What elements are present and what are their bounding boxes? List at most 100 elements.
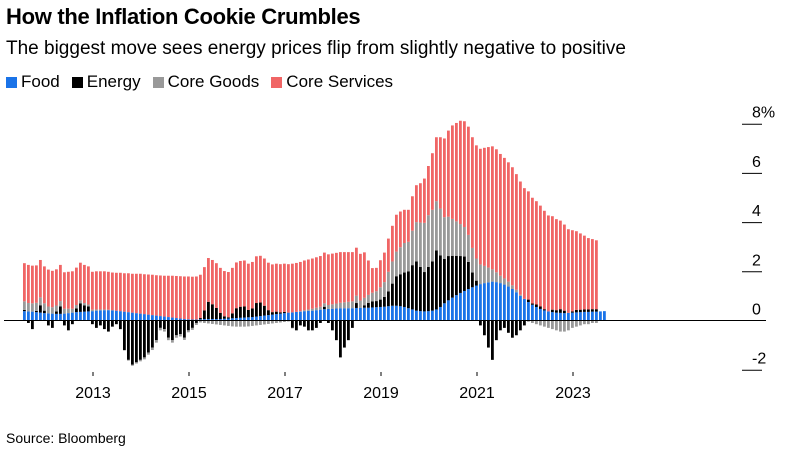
bar-segment-energy xyxy=(471,272,474,288)
bar-segment-food xyxy=(419,311,422,321)
bar-segment-food xyxy=(107,310,110,321)
bar-segment-core-goods xyxy=(587,320,590,325)
bar-segment-energy xyxy=(239,306,242,318)
bar-segment-food xyxy=(223,318,226,321)
bar-segment-core-services xyxy=(571,230,574,312)
bar-segment-food xyxy=(99,310,102,321)
bar-segment-food xyxy=(131,312,134,321)
bar-segment-core-goods xyxy=(243,320,246,327)
bar-segment-energy xyxy=(59,306,62,314)
bar-segment-food xyxy=(39,312,42,321)
source-note: Source: Bloomberg xyxy=(6,430,126,446)
bar-segment-core-goods xyxy=(43,303,46,311)
bar-segment-energy xyxy=(559,309,562,313)
bar-segment-core-services xyxy=(39,259,42,298)
bar-segment-core-goods xyxy=(75,305,78,309)
legend-swatch-core-services xyxy=(271,76,283,88)
bar-segment-food xyxy=(91,311,94,321)
bar-segment-energy xyxy=(311,320,314,331)
x-tick-label: 2013 xyxy=(75,385,111,402)
bar-segment-food xyxy=(511,289,514,321)
bar-segment-core-services xyxy=(339,252,342,303)
bar-segment-food xyxy=(159,316,162,321)
bar-segment-core-goods xyxy=(79,300,82,304)
bar-segment-core-goods xyxy=(271,320,274,324)
bar-segment-food xyxy=(299,311,302,321)
bar-segment-core-goods xyxy=(475,258,478,281)
bar-segment-core-services xyxy=(363,252,366,298)
bar-segment-food xyxy=(439,306,442,321)
bar-segment-core-goods xyxy=(467,234,470,262)
x-tick-label: 2021 xyxy=(459,385,495,402)
bar-segment-core-goods xyxy=(103,309,106,311)
bar-segment-energy xyxy=(131,320,134,365)
bar-segment-core-goods xyxy=(375,291,378,302)
bar-segment-core-goods xyxy=(419,222,422,267)
bar-segment-core-goods xyxy=(203,320,206,323)
bar-segment-core-goods xyxy=(387,271,390,292)
bar-segment-energy xyxy=(431,261,434,311)
bar-segment-core-services xyxy=(259,255,262,303)
bar-segment-food xyxy=(403,306,406,321)
bar-segment-food xyxy=(599,311,602,321)
bar-segment-energy xyxy=(279,312,282,314)
bar-segment-core-services xyxy=(423,178,426,223)
bar-segment-energy xyxy=(479,320,482,326)
bar-segment-food xyxy=(415,310,418,321)
bar-segment-food xyxy=(239,317,242,321)
bar-segment-energy xyxy=(147,320,150,353)
bar-segment-core-services xyxy=(187,276,190,320)
bar-segment-core-services xyxy=(375,267,378,292)
bar-segment-core-services xyxy=(283,263,286,312)
bar-segment-energy xyxy=(367,302,370,308)
bar-segment-energy xyxy=(539,306,542,309)
bar-segment-food xyxy=(519,295,522,321)
bar-segment-core-services xyxy=(539,205,542,307)
bar-segment-food xyxy=(535,306,538,321)
bar-segment-core-goods xyxy=(535,320,538,325)
bar-segment-core-goods xyxy=(51,307,54,314)
bar-segment-energy xyxy=(171,320,174,341)
bar-segment-energy xyxy=(419,266,422,312)
bar-segment-food xyxy=(67,313,70,321)
bar-segment-energy xyxy=(111,320,114,327)
bar-segment-food xyxy=(307,310,310,321)
bar-segment-core-services xyxy=(291,263,294,313)
bar-segment-core-goods xyxy=(211,320,214,324)
bar-segment-core-services xyxy=(519,181,522,295)
bar-segment-core-goods xyxy=(171,340,174,343)
bar-segment-energy xyxy=(271,312,274,315)
bar-segment-core-services xyxy=(443,138,446,218)
bar-segment-core-services xyxy=(147,274,150,315)
bar-segment-food xyxy=(319,309,322,321)
bar-segment-core-goods xyxy=(571,320,574,328)
bar-segment-energy xyxy=(415,261,418,311)
bar-segment-energy xyxy=(91,320,94,325)
bar-segment-core-services xyxy=(67,271,70,309)
bar-segment-core-goods xyxy=(379,287,382,300)
bar-segment-core-goods xyxy=(503,278,506,285)
bar-segment-core-goods xyxy=(435,201,438,251)
bar-segment-food xyxy=(579,312,582,321)
bar-segment-core-goods xyxy=(567,320,570,331)
bar-segment-core-services xyxy=(207,258,210,302)
bar-segment-core-goods xyxy=(87,304,90,307)
bar-segment-energy xyxy=(375,301,378,308)
bar-segment-core-services xyxy=(131,273,134,313)
bar-segment-core-goods xyxy=(391,261,394,284)
bar-segment-energy xyxy=(543,309,546,311)
bar-segment-energy xyxy=(579,309,582,313)
bar-segment-food xyxy=(423,311,426,321)
bar-segment-core-goods xyxy=(407,241,410,272)
bar-segment-core-services xyxy=(95,271,98,310)
bar-segment-food xyxy=(491,281,494,321)
bar-segment-food xyxy=(411,309,414,321)
bar-segment-food xyxy=(387,306,390,321)
bar-segment-core-goods xyxy=(415,222,418,262)
bar-segment-core-services xyxy=(411,196,414,231)
bar-segment-food xyxy=(479,284,482,321)
bar-segment-core-services xyxy=(23,263,26,302)
bar-segment-core-goods xyxy=(395,251,398,277)
bar-segment-food xyxy=(471,287,474,321)
